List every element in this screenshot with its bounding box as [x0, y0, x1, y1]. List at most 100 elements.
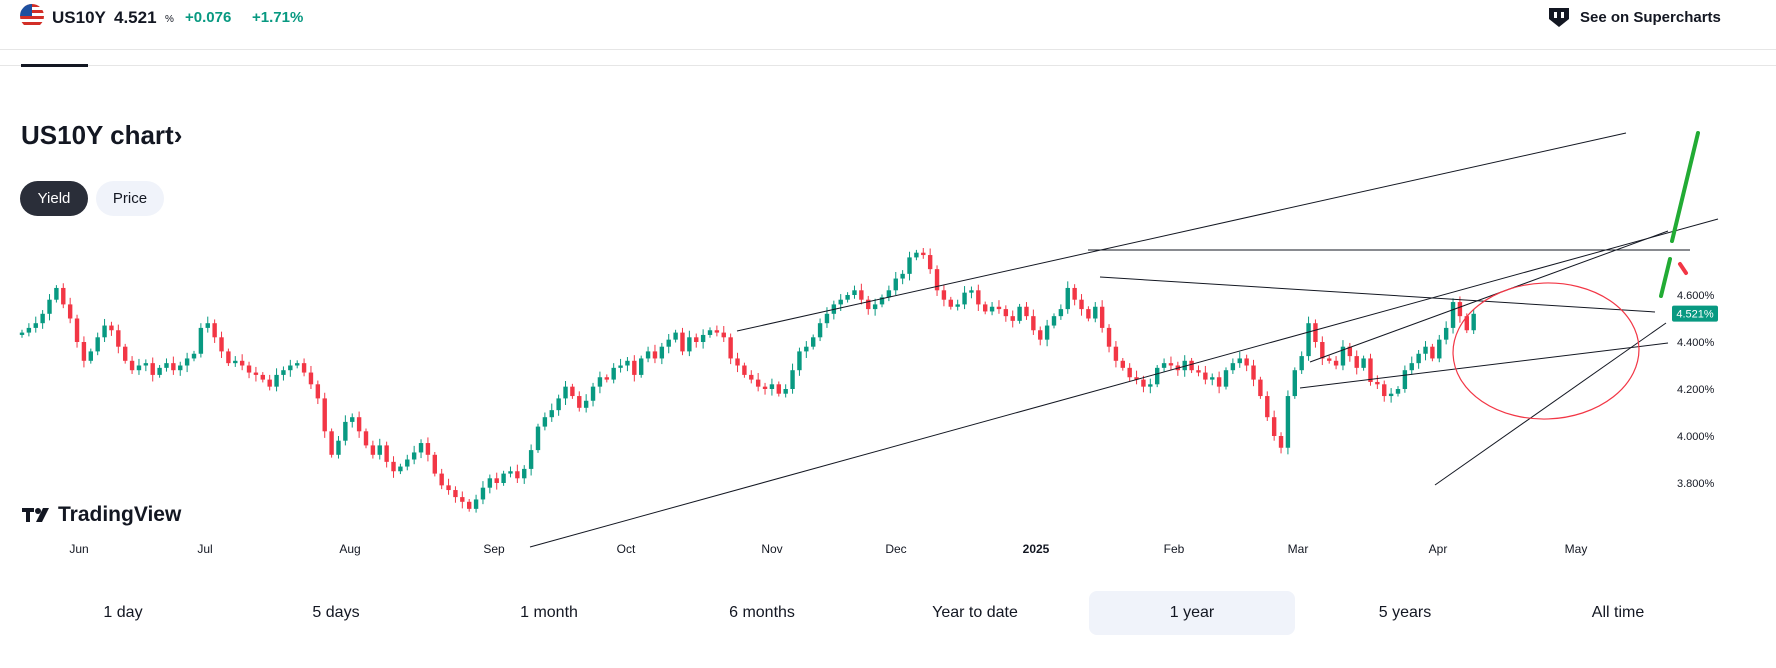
candle-body — [1437, 339, 1442, 359]
candle-body — [1327, 358, 1332, 361]
candle-body — [934, 269, 940, 291]
candle-body — [528, 450, 534, 469]
candle-body — [1464, 316, 1469, 331]
candle-body — [632, 360, 637, 375]
candle-body — [88, 351, 93, 361]
candle-body — [1120, 360, 1125, 368]
candle-body — [336, 440, 341, 455]
candle-body — [1161, 363, 1167, 368]
candle-body — [948, 299, 953, 307]
candle-body — [198, 327, 204, 354]
range-5-days[interactable]: 5 days — [312, 604, 360, 621]
x-tick-label: Sep — [483, 542, 505, 556]
range-all-time[interactable]: All time — [1591, 604, 1645, 621]
yield-toggle[interactable]: Yield — [20, 181, 88, 216]
range-6-months[interactable]: 6 months — [729, 604, 795, 621]
projection-arrow-up-short — [1659, 257, 1672, 298]
candle-body — [1210, 377, 1215, 380]
candle-body — [508, 471, 513, 474]
candle-body — [494, 478, 499, 483]
candle-body — [817, 323, 823, 338]
candle-body — [432, 454, 437, 474]
candle-body — [1196, 370, 1201, 373]
candle-body — [941, 290, 947, 300]
candle-body — [1450, 302, 1456, 328]
candle-body — [102, 325, 107, 338]
candle-body — [700, 334, 706, 342]
price-change: +0.076 — [185, 9, 232, 26]
candle-body — [1471, 313, 1476, 331]
candle-body — [570, 386, 575, 397]
candle-body — [652, 351, 658, 359]
price-change-percent: +1.71% — [252, 9, 304, 26]
price-toggle[interactable]: Price — [96, 181, 164, 216]
tradingview-logo[interactable]: TradingView — [22, 503, 181, 527]
candle-body — [687, 337, 692, 352]
candle-body — [680, 332, 685, 352]
candle-body — [790, 370, 795, 389]
candle-body — [411, 452, 417, 460]
candles-layer — [19, 248, 1476, 513]
candle-body — [239, 360, 245, 366]
price-unit: % — [165, 14, 174, 25]
x-tick-label: Mar — [1288, 542, 1309, 556]
candle-body — [219, 337, 224, 352]
range-5-years[interactable]: 5 years — [1378, 604, 1432, 621]
candle-body — [879, 297, 885, 305]
candle-body — [377, 445, 382, 455]
candle-body — [1017, 306, 1022, 321]
candle-body — [61, 287, 66, 305]
candle-body — [47, 299, 52, 314]
candle-body — [859, 290, 864, 300]
candle-body — [1044, 325, 1050, 340]
candle-body — [755, 379, 761, 387]
candle-body — [893, 278, 898, 291]
candle-body — [1010, 316, 1015, 321]
candle-body — [288, 365, 293, 371]
candle-body — [205, 323, 210, 328]
candle-body — [467, 501, 472, 509]
y-tick-label: 3.800% — [1677, 478, 1715, 490]
candle-body — [473, 499, 479, 509]
candle-body — [301, 363, 307, 373]
range-year-to-date[interactable]: Year to date — [932, 604, 1018, 621]
candle-body — [1320, 342, 1325, 359]
see-on-supercharts-link[interactable]: See on Supercharts — [1580, 9, 1721, 26]
candle-body — [914, 252, 919, 258]
candle-body — [460, 497, 465, 502]
range-1-day[interactable]: 1 day — [103, 604, 143, 621]
candle-body — [1244, 358, 1249, 366]
candle-body — [260, 374, 265, 380]
candle-body — [1230, 363, 1236, 371]
supercharts-icon[interactable] — [1546, 5, 1572, 29]
x-tick-label: Aug — [339, 542, 360, 556]
candle-body — [350, 417, 355, 422]
candle-body — [191, 353, 197, 359]
trendline-descending — [1099, 276, 1656, 313]
candle-body — [1148, 384, 1153, 387]
candle-body — [157, 367, 162, 375]
y-tick-label: 4.000% — [1677, 431, 1715, 443]
range-1-month[interactable]: 1 month — [520, 604, 578, 621]
candle-body — [535, 426, 541, 451]
candle-body — [921, 252, 926, 256]
candle-body — [1106, 327, 1112, 347]
candle-body — [522, 468, 527, 479]
candle-body — [1361, 358, 1366, 368]
candle-body — [563, 386, 568, 399]
candle-body — [54, 287, 59, 300]
candle-body — [1168, 363, 1174, 366]
candle-body — [295, 363, 300, 366]
candle-body — [1058, 309, 1064, 317]
candle-body — [1189, 360, 1194, 371]
candle-body — [1285, 396, 1291, 448]
candle-body — [74, 318, 80, 342]
range-1-year[interactable]: 1 year — [1089, 591, 1295, 635]
candle-body — [1134, 377, 1139, 380]
candle-body — [611, 367, 616, 380]
highlight-ellipse — [1452, 282, 1640, 420]
chart-title[interactable]: US10Y chart› — [21, 120, 182, 151]
candle-body — [1402, 370, 1408, 389]
candle-body — [81, 342, 87, 361]
